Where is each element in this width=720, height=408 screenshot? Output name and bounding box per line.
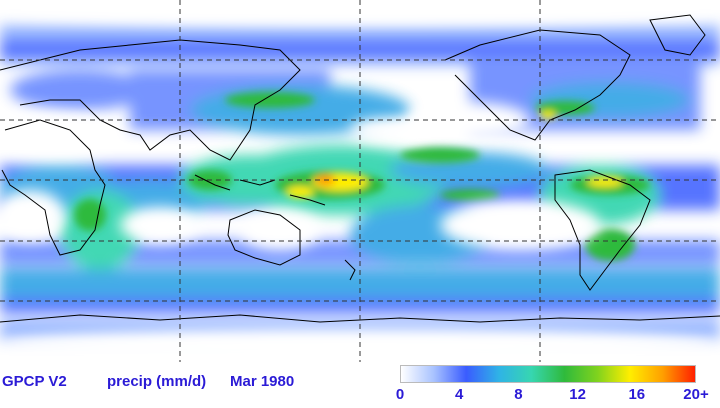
gridlines — [0, 0, 720, 362]
colorbar-tick-4: 16 — [628, 386, 646, 403]
variable-label: precip (mm/d) — [107, 373, 207, 390]
precipitation-map — [0, 0, 720, 362]
colorbar-tick-2: 8 — [514, 386, 523, 403]
dataset-label: GPCP V2 — [2, 373, 67, 390]
map-svg — [0, 0, 720, 362]
colorbar-tick-0: 0 — [395, 386, 405, 403]
colorbar — [400, 365, 696, 383]
colorbar-tick-1: 4 — [455, 386, 464, 403]
coastlines — [0, 14, 720, 323]
date-label: Mar 1980 — [230, 373, 295, 390]
map-footer: GPCP V2 precip (mm/d) Mar 1980 0 4 8 12 16 20… — [0, 362, 720, 408]
colorbar-tick-3: 12 — [569, 386, 586, 403]
colorbar-tick-5: 20+ — [683, 386, 709, 403]
